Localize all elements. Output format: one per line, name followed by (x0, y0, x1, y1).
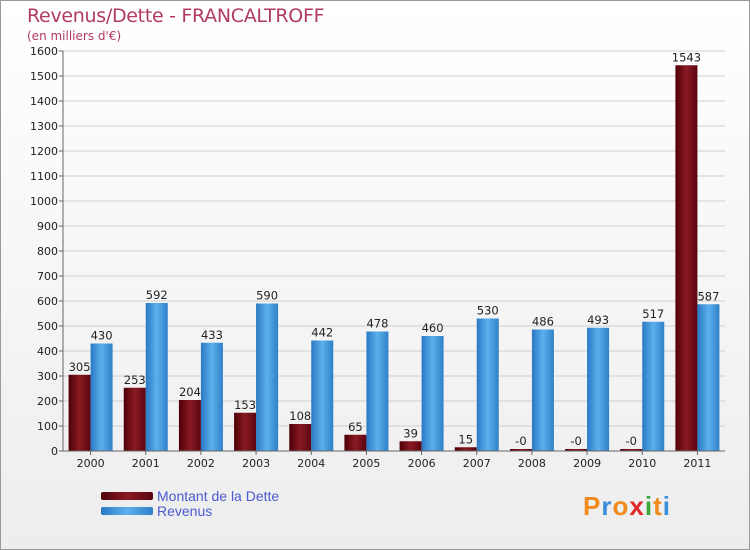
data-label-revenus: 486 (532, 315, 554, 329)
y-tick-label: 300 (37, 370, 58, 383)
x-tick-label: 2008 (518, 457, 546, 470)
legend-swatch-debt (101, 491, 153, 500)
data-label-revenus: 530 (477, 304, 499, 318)
bar-revenus (145, 303, 168, 451)
bar-dette (123, 387, 146, 451)
bar-dette (289, 424, 312, 451)
legend-label-revenus: Revenus (157, 502, 213, 519)
bar-dette (620, 449, 643, 451)
legend-item-revenus: Revenus (101, 502, 279, 519)
y-tick-label: 700 (37, 270, 58, 283)
data-label-dette: -0 (570, 434, 581, 448)
data-label-dette: 1543 (672, 50, 701, 64)
bar-revenus (697, 304, 720, 451)
y-tick-label: 900 (37, 220, 58, 233)
y-tick-label: 100 (37, 420, 58, 433)
proxiti-logo: Proxiti (583, 491, 671, 522)
logo-letter: i (662, 491, 671, 521)
data-label-dette: 65 (348, 420, 363, 434)
data-label-dette: 15 (458, 432, 473, 446)
logo-letter: r (601, 491, 613, 521)
y-tick-label: 500 (37, 320, 58, 333)
y-tick-label: 1200 (30, 145, 58, 158)
x-tick-label: 2007 (463, 457, 491, 470)
x-tick-label: 2010 (628, 457, 656, 470)
x-tick-label: 2006 (408, 457, 436, 470)
x-tick-label: 2011 (683, 457, 711, 470)
bar-dette (565, 449, 588, 451)
bar-dette (399, 441, 422, 451)
y-tick-label: 0 (51, 445, 58, 458)
y-tick-label: 1500 (30, 70, 58, 83)
bar-dette (344, 434, 367, 451)
y-tick-label: 1400 (30, 95, 58, 108)
bar-dette (68, 374, 91, 451)
data-label-revenus: 590 (256, 289, 278, 303)
data-label-dette: -0 (515, 434, 526, 448)
x-tick-label: 2003 (242, 457, 270, 470)
logo-letter: i (644, 491, 654, 521)
bar-dette (234, 412, 257, 451)
legend-item-debt: Montant de la Dette (101, 487, 280, 504)
data-label-revenus: 460 (422, 321, 444, 335)
x-tick-label: 2009 (573, 457, 601, 470)
data-label-revenus: 517 (642, 307, 664, 321)
bar-dette (178, 400, 201, 451)
bar-dette (454, 447, 477, 451)
data-label-revenus: 493 (587, 313, 609, 327)
legend-swatch-revenus (101, 506, 153, 515)
bar-revenus (642, 321, 665, 451)
chart-title: Revenus/Dette - FRANCALTROFF (27, 5, 325, 27)
x-tick-label: 2000 (77, 457, 105, 470)
x-tick-label: 2001 (132, 457, 160, 470)
bar-revenus (200, 342, 223, 451)
bar-revenus (90, 343, 113, 451)
data-label-dette: 153 (234, 398, 256, 412)
logo-letter: t (653, 491, 663, 521)
y-tick-label: 1000 (30, 195, 58, 208)
data-label-dette: 39 (403, 426, 418, 440)
bar-dette (675, 65, 698, 451)
logo-letter: o (612, 491, 630, 521)
legend: Montant de la Dette Revenus (101, 487, 280, 519)
data-label-dette: 305 (69, 360, 91, 374)
bar-revenus (531, 329, 554, 451)
data-label-revenus: 433 (201, 328, 223, 342)
bar-dette (509, 449, 532, 451)
y-tick-label: 400 (37, 345, 58, 358)
logo-letter: P (583, 491, 602, 521)
bar-revenus (476, 318, 499, 451)
bar-revenus (256, 303, 279, 451)
data-label-revenus: 442 (311, 326, 333, 340)
logo-letter: x (629, 491, 645, 521)
y-tick-label: 600 (37, 295, 58, 308)
y-tick-label: 1300 (30, 120, 58, 133)
legend-label-debt: Montant de la Dette (157, 487, 280, 504)
chart-subtitle: (en milliers d'€) (27, 29, 122, 43)
x-tick-label: 2005 (352, 457, 380, 470)
data-label-dette: -0 (626, 434, 637, 448)
bar-revenus (311, 340, 334, 451)
x-tick-label: 2002 (187, 457, 215, 470)
bar-revenus (366, 331, 389, 451)
bar-revenus (421, 336, 444, 451)
data-label-dette: 204 (179, 385, 201, 399)
y-tick-label: 800 (37, 245, 58, 258)
bar-revenus (587, 327, 610, 451)
data-label-revenus: 478 (366, 317, 388, 331)
data-label-revenus: 430 (91, 329, 113, 343)
data-label-revenus: 587 (697, 289, 719, 303)
data-label-dette: 253 (124, 373, 146, 387)
y-tick-label: 1100 (30, 170, 58, 183)
data-label-dette: 108 (289, 409, 311, 423)
data-label-revenus: 592 (146, 288, 168, 302)
y-tick-label: 1600 (30, 45, 58, 58)
x-tick-label: 2004 (297, 457, 325, 470)
y-tick-label: 200 (37, 395, 58, 408)
